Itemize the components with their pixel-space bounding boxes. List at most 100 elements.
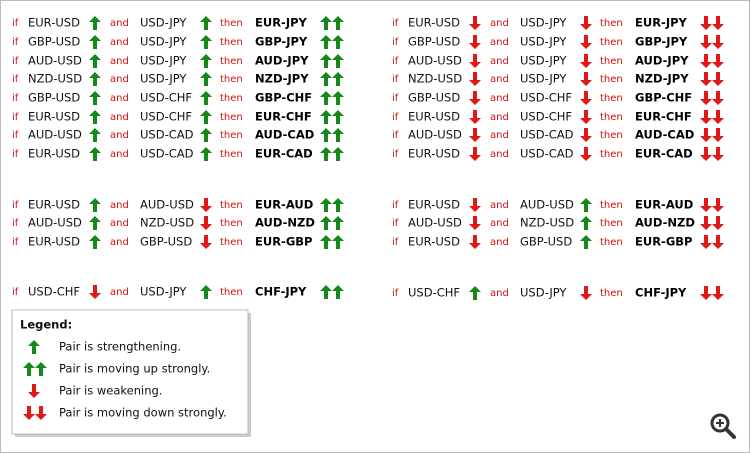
arrow-up xyxy=(89,91,101,105)
arrow-down xyxy=(469,110,481,124)
connector-then: then xyxy=(600,130,623,141)
arrow-down xyxy=(580,147,592,161)
connector-and: and xyxy=(490,112,509,123)
pair: USD-CAD xyxy=(140,147,194,161)
result-pair: EUR-GBP xyxy=(255,235,312,249)
result-pair: EUR-AUD xyxy=(635,198,693,212)
connector-if: if xyxy=(12,56,19,67)
pair: USD-JPY xyxy=(140,72,187,86)
arrow-up xyxy=(200,110,212,124)
connector-if: if xyxy=(12,74,19,85)
pair: AUD-USD xyxy=(28,216,82,230)
arrow-down xyxy=(712,286,724,300)
arrow-down xyxy=(712,198,724,212)
connector-and: and xyxy=(490,56,509,67)
arrow-up xyxy=(200,35,212,49)
arrow-up xyxy=(332,216,344,230)
connector-and: and xyxy=(110,200,129,211)
pair: USD-JPY xyxy=(140,35,187,49)
arrow-up xyxy=(320,91,332,105)
connector-then: then xyxy=(220,74,243,85)
pair: NZD-USD xyxy=(28,72,82,86)
connector-if: if xyxy=(12,149,19,160)
connector-and: and xyxy=(490,288,509,299)
arrow-up xyxy=(320,285,332,299)
zoom-icon[interactable] xyxy=(706,408,742,444)
connector-and: and xyxy=(490,18,509,29)
result-pair: GBP-CHF xyxy=(635,91,692,105)
arrow-down xyxy=(700,216,712,230)
arrow-up xyxy=(332,198,344,212)
result-pair: CHF-JPY xyxy=(255,285,307,299)
pair: EUR-USD xyxy=(408,110,460,124)
pair: USD-CHF xyxy=(140,91,192,105)
connector-and: and xyxy=(110,37,129,48)
arrow-up xyxy=(89,147,101,161)
arrow-down xyxy=(712,110,724,124)
arrow-down xyxy=(469,35,481,49)
pair: AUD-USD xyxy=(520,198,574,212)
pair: USD-CHF xyxy=(408,286,460,300)
connector-and: and xyxy=(110,149,129,160)
arrow-up xyxy=(332,110,344,124)
arrow-down xyxy=(580,35,592,49)
arrow-up xyxy=(200,285,212,299)
pair: USD-CAD xyxy=(520,147,574,161)
arrow-up xyxy=(200,54,212,68)
connector-then: then xyxy=(220,149,243,160)
pair: GBP-USD xyxy=(520,235,572,249)
arrow-down xyxy=(700,91,712,105)
pair: GBP-USD xyxy=(140,235,192,249)
connector-if: if xyxy=(12,130,19,141)
pair: AUD-USD xyxy=(28,128,82,142)
arrow-up xyxy=(332,128,344,142)
arrow-up xyxy=(332,54,344,68)
pair: AUD-USD xyxy=(408,128,462,142)
arrow-down xyxy=(200,235,212,249)
pair: AUD-USD xyxy=(408,216,462,230)
connector-if: if xyxy=(392,130,399,141)
result-pair: EUR-JPY xyxy=(635,16,688,30)
arrow-up xyxy=(320,198,332,212)
arrow-down xyxy=(580,128,592,142)
arrow-down xyxy=(712,91,724,105)
connector-if: if xyxy=(392,200,399,211)
connector-and: and xyxy=(110,112,129,123)
arrow-down xyxy=(469,72,481,86)
arrow-up xyxy=(89,54,101,68)
connector-then: then xyxy=(600,288,623,299)
connector-and: and xyxy=(110,74,129,85)
arrow-down xyxy=(89,285,101,299)
legend-item: Pair is weakening. xyxy=(59,384,162,398)
connector-and: and xyxy=(490,130,509,141)
result-pair: AUD-JPY xyxy=(635,54,689,68)
pair: USD-CAD xyxy=(140,128,194,142)
connector-if: if xyxy=(392,288,399,299)
connector-then: then xyxy=(600,112,623,123)
arrow-up xyxy=(89,198,101,212)
arrow-down xyxy=(580,72,592,86)
arrow-down xyxy=(469,128,481,142)
connector-then: then xyxy=(600,218,623,229)
arrow-down xyxy=(23,406,35,420)
result-pair: EUR-CHF xyxy=(635,110,692,124)
arrow-up xyxy=(89,35,101,49)
arrow-up xyxy=(580,216,592,230)
arrow-up xyxy=(320,128,332,142)
connector-and: and xyxy=(490,149,509,160)
pair: GBP-USD xyxy=(28,35,80,49)
connector-and: and xyxy=(110,18,129,29)
arrow-down xyxy=(469,235,481,249)
legend-title: Legend: xyxy=(20,318,72,332)
connector-if: if xyxy=(12,18,19,29)
arrow-up xyxy=(332,72,344,86)
arrow-up xyxy=(320,16,332,30)
pair: GBP-USD xyxy=(408,35,460,49)
arrow-down xyxy=(469,216,481,230)
arrow-up xyxy=(332,91,344,105)
pair: USD-JPY xyxy=(520,72,567,86)
connector-if: if xyxy=(392,237,399,248)
arrow-down xyxy=(35,406,47,420)
arrow-up xyxy=(89,216,101,230)
arrow-down xyxy=(700,16,712,30)
